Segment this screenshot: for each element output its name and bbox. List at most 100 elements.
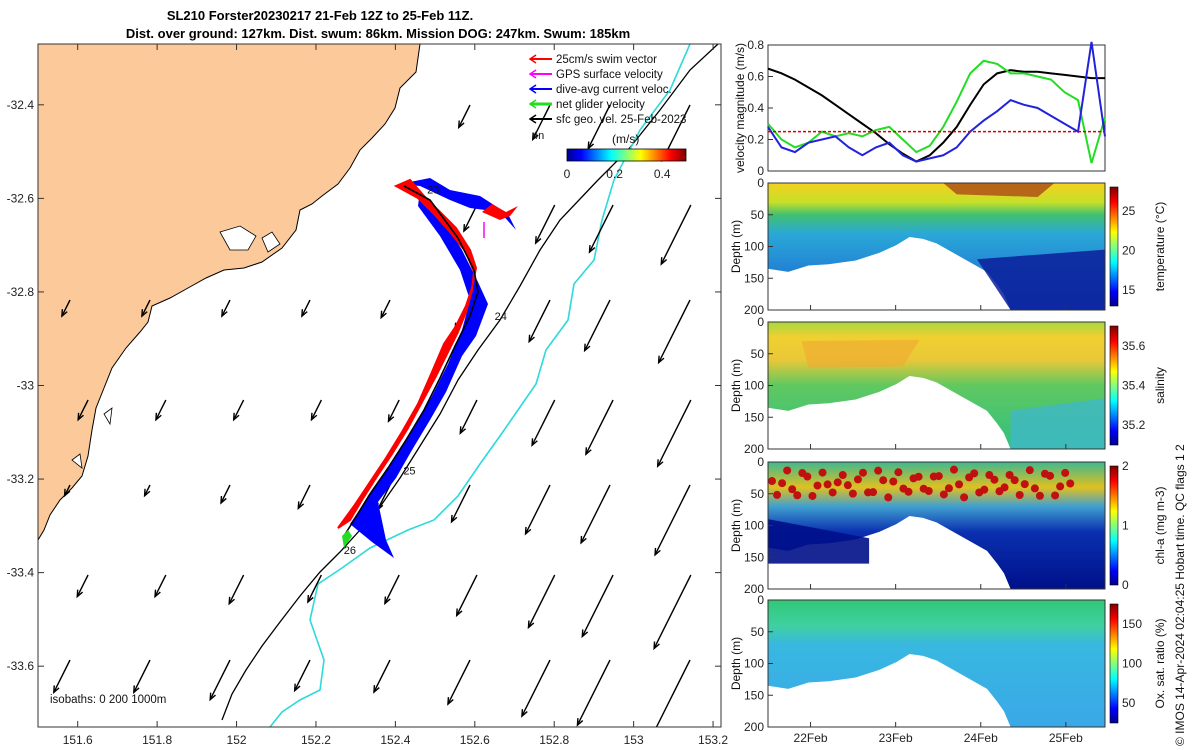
velocity-arrow bbox=[463, 204, 478, 232]
colorbar-label: Ox. sat. ratio (%) bbox=[1153, 618, 1167, 708]
colorbar-tick-label: 35.6 bbox=[1122, 339, 1146, 353]
depth-tick-label: 0 bbox=[757, 315, 764, 329]
velocity-series-line bbox=[767, 67, 1105, 163]
velocity-arrow bbox=[384, 574, 400, 604]
velocity-arrow bbox=[373, 659, 391, 693]
colorbar-tick-label: 2 bbox=[1122, 459, 1129, 473]
depth-tick-label: 50 bbox=[751, 347, 765, 361]
colorbar-tick-label: 35.2 bbox=[1122, 418, 1146, 432]
title-line-1: SL210 Forster20230217 21-Feb 12Z to 25-F… bbox=[167, 8, 473, 23]
velocity-arrow bbox=[458, 104, 471, 128]
velocity-arrow bbox=[61, 299, 71, 317]
lake bbox=[219, 225, 257, 251]
velocity-arrow bbox=[154, 574, 167, 597]
velocity-arrow bbox=[133, 659, 151, 693]
time-tick-label: 24Feb bbox=[964, 731, 998, 745]
colorbar-tick-label: 0 bbox=[564, 167, 571, 181]
colorbar-tick-label: 0 bbox=[1122, 578, 1129, 592]
map-x-tick-label: 153 bbox=[624, 733, 644, 747]
velocity-arrow bbox=[220, 484, 231, 504]
map-x-tick-label: 151.6 bbox=[63, 733, 93, 747]
map-y-tick-label: -33.2 bbox=[7, 472, 35, 486]
depth-tick-label: 150 bbox=[744, 271, 764, 285]
velocity-arrow bbox=[221, 299, 231, 317]
velocity-arrow bbox=[297, 484, 311, 509]
velocity-arrow bbox=[301, 299, 311, 317]
legend-label: dive-avg current veloc. bbox=[556, 84, 672, 96]
speed-colorbar bbox=[566, 148, 687, 162]
velocity-arrow bbox=[587, 104, 611, 149]
colorbar-tick-label: 50 bbox=[1122, 696, 1136, 710]
velocity-arrow bbox=[584, 299, 611, 352]
map-y-tick-label: -33.6 bbox=[7, 659, 35, 673]
day-markers: 23 24 25 26 bbox=[344, 185, 507, 557]
colorbar-tick-label: 35.4 bbox=[1122, 379, 1146, 393]
velocity-arrow bbox=[524, 484, 551, 535]
time-tick-label: 22Feb bbox=[794, 731, 828, 745]
map-x-tick-label: 152.8 bbox=[539, 733, 569, 747]
colorbar-tick-label: 100 bbox=[1122, 657, 1142, 671]
map-y-tick-label: -33 bbox=[17, 379, 35, 393]
velocity-arrow bbox=[459, 399, 478, 434]
colorbar-tick-label: 15 bbox=[1122, 283, 1136, 297]
velocity-y-label: velocity magnitude (m/s) bbox=[733, 43, 747, 173]
velocity-arrow bbox=[585, 399, 614, 455]
legend-label: net glider velocity bbox=[556, 99, 645, 111]
depth-tick-label: 200 bbox=[744, 720, 764, 734]
depth-tick-label: 0 bbox=[757, 593, 764, 607]
map-x-tick-label: 152 bbox=[227, 733, 247, 747]
day-marker: 23 bbox=[427, 185, 439, 197]
colorbar-title: (m/s) bbox=[612, 132, 639, 146]
velocity-y-tick-label: 0.2 bbox=[747, 133, 764, 147]
section-data-fill bbox=[768, 600, 1105, 727]
depth-tick-label: 50 bbox=[751, 625, 765, 639]
map-panel: 23 24 25 26 151.6 151.8 152 152.2 152.4 152.6 152… bbox=[7, 43, 728, 747]
velocity-arrow bbox=[535, 204, 556, 244]
isobath-1000m bbox=[269, 44, 691, 727]
velocity-arrow bbox=[310, 399, 323, 421]
time-tick-label: 25Feb bbox=[1049, 731, 1083, 745]
depth-tick-label: 200 bbox=[744, 582, 764, 596]
day-marker: 24 bbox=[495, 311, 507, 323]
legend-label: 25cm/s swim vector bbox=[556, 54, 657, 66]
velocity-arrow bbox=[655, 659, 691, 727]
velocity-arrow bbox=[76, 574, 89, 597]
velocity-arrow bbox=[588, 204, 614, 253]
velocity-arrow bbox=[528, 299, 551, 343]
velocity-arrow bbox=[654, 484, 691, 556]
map-axis-ticks: 151.6 151.8 152 152.2 152.4 152.6 152.8 153 153.… bbox=[7, 44, 728, 747]
velocity-arrow bbox=[581, 574, 614, 637]
velocity-arrow bbox=[77, 399, 89, 421]
velocity-arrow bbox=[387, 399, 400, 422]
map-x-tick-label: 152.6 bbox=[460, 733, 490, 747]
day-marker: 25 bbox=[403, 465, 415, 477]
velocity-arrow bbox=[521, 659, 551, 717]
colorbar-tick-label: 20 bbox=[1122, 243, 1136, 257]
section-panel: 0 50 100 150 200 Depth (m) 35.2 35.4 35.6 salinit… bbox=[729, 315, 1167, 456]
section-colorbar bbox=[1109, 325, 1119, 446]
velocity-arrow bbox=[657, 399, 692, 467]
velocity-arrow bbox=[653, 574, 692, 649]
velocity-arrow bbox=[450, 484, 471, 523]
depth-axis-label: Depth (m) bbox=[729, 220, 743, 273]
colorbar-tick-label: 0.2 bbox=[606, 167, 623, 181]
colorbar-tick-label: 1 bbox=[1122, 519, 1129, 533]
velocity-arrow bbox=[141, 299, 151, 317]
velocity-arrow bbox=[456, 574, 478, 616]
velocity-arrow bbox=[294, 659, 311, 691]
section-panel: 0 50 100 150 200 Depth (m) 0 1 2 chl-a (mg m-3) bbox=[729, 455, 1167, 596]
velocity-arrow bbox=[376, 484, 391, 511]
depth-axis-label: Depth (m) bbox=[729, 359, 743, 412]
velocity-arrow bbox=[209, 659, 231, 700]
velocity-arrow bbox=[307, 574, 323, 603]
depth-tick-label: 100 bbox=[744, 379, 764, 393]
lake bbox=[71, 453, 83, 469]
velocity-arrow bbox=[233, 399, 245, 421]
depth-tick-label: 200 bbox=[744, 442, 764, 456]
lake bbox=[103, 407, 113, 426]
velocity-arrow bbox=[532, 104, 551, 140]
velocity-arrow bbox=[527, 574, 556, 628]
velocity-arrow bbox=[143, 484, 151, 497]
colorbar-label: salinity bbox=[1153, 367, 1167, 404]
velocity-arrow bbox=[658, 299, 691, 364]
